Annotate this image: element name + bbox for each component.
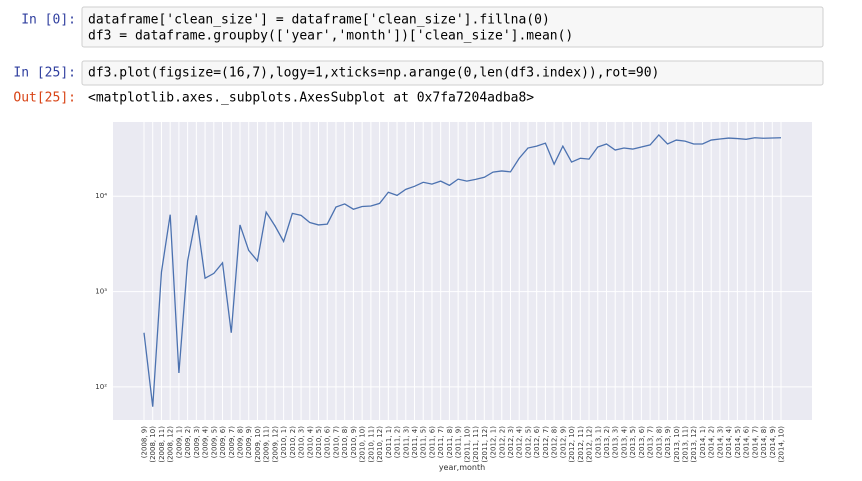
x-tick-label: (2012, 11)	[577, 426, 585, 463]
x-tick-label: (2010, 2)	[289, 426, 297, 458]
code-line: dataframe['clean_size'] = dataframe['cle…	[88, 13, 550, 28]
x-tick-label: (2012, 7)	[542, 426, 550, 458]
x-tick-label: (2013, 7)	[647, 426, 655, 458]
out-prompt: Out[25]:	[13, 91, 76, 106]
x-axis-label: year,month	[439, 463, 485, 472]
x-tick-label: (2013, 12)	[690, 426, 698, 463]
x-tick-label: (2012, 6)	[533, 426, 541, 458]
x-tick-label: (2014, 9)	[769, 426, 777, 458]
x-tick-label: (2010, 1)	[280, 426, 288, 458]
x-tick-label: (2010, 10)	[359, 426, 367, 463]
x-tick-label: (2014, 7)	[751, 426, 759, 458]
in-prompt: In [25]:	[13, 66, 76, 81]
code-line: df3.plot(figsize=(16,7),logy=1,xticks=np…	[88, 66, 659, 81]
x-tick-label: (2014, 4)	[725, 426, 733, 458]
y-tick-label: 10³	[95, 288, 107, 296]
x-tick-label: (2012, 12)	[586, 426, 594, 463]
x-tick-label: (2013, 3)	[612, 426, 620, 458]
x-tick-label: (2013, 10)	[673, 426, 681, 463]
y-tick-label: 10²	[95, 383, 107, 391]
x-tick-label: (2010, 5)	[315, 426, 323, 458]
code-line: df3 = dataframe.groupby(['year','month']…	[88, 29, 573, 44]
x-tick-label: (2010, 3)	[298, 426, 306, 458]
x-tick-label: (2008, 12)	[167, 426, 175, 463]
x-tick-label: (2009, 8)	[236, 426, 244, 458]
x-tick-label: (2011, 1)	[385, 426, 393, 458]
x-tick-label: (2014, 6)	[743, 426, 751, 458]
x-tick-label: (2011, 5)	[420, 426, 428, 458]
x-tick-label: (2012, 2)	[498, 426, 506, 458]
x-tick-label: (2012, 3)	[507, 426, 515, 458]
x-tick-label: (2014, 2)	[708, 426, 716, 458]
x-tick-label: (2011, 11)	[472, 426, 480, 463]
x-tick-label: (2011, 7)	[437, 426, 445, 458]
x-tick-label: (2010, 6)	[324, 426, 332, 458]
x-tick-label: (2014, 1)	[699, 426, 707, 458]
x-tick-label: (2008, 11)	[158, 426, 166, 463]
x-tick-label: (2011, 6)	[428, 426, 436, 458]
x-tick-label: (2009, 12)	[271, 426, 279, 463]
x-tick-label: (2009, 2)	[184, 426, 192, 458]
x-tick-label: (2012, 4)	[516, 426, 524, 458]
x-tick-label: (2013, 6)	[638, 426, 646, 458]
x-tick-label: (2011, 2)	[394, 426, 402, 458]
x-tick-label: (2014, 5)	[734, 426, 742, 458]
x-tick-label: (2008, 9)	[141, 426, 149, 458]
x-tick-label: (2013, 1)	[594, 426, 602, 458]
x-tick-label: (2009, 11)	[263, 426, 271, 463]
x-tick-label: (2009, 1)	[175, 426, 183, 458]
x-tick-label: (2012, 5)	[524, 426, 532, 458]
x-tick-label: (2011, 12)	[481, 426, 489, 463]
x-tick-label: (2010, 8)	[341, 426, 349, 458]
x-tick-label: (2011, 8)	[446, 426, 454, 458]
x-tick-label: (2013, 4)	[620, 426, 628, 458]
x-tick-label: (2009, 6)	[219, 426, 227, 458]
x-tick-label: (2013, 5)	[629, 426, 637, 458]
x-tick-label: (2011, 10)	[463, 426, 471, 463]
x-tick-label: (2008, 10)	[149, 426, 157, 463]
x-tick-label: (2009, 7)	[228, 426, 236, 458]
x-tick-label: (2012, 1)	[490, 426, 498, 458]
x-tick-label: (2012, 10)	[568, 426, 576, 463]
x-tick-label: (2009, 3)	[193, 426, 201, 458]
x-tick-label: (2014, 3)	[716, 426, 724, 458]
x-tick-label: (2013, 9)	[664, 426, 672, 458]
x-tick-label: (2013, 8)	[655, 426, 663, 458]
x-tick-label: (2011, 9)	[455, 426, 463, 458]
data-line	[143, 133, 782, 407]
code-cell[interactable]	[81, 60, 824, 86]
plot-area	[113, 122, 812, 420]
x-tick-label: (2013, 2)	[603, 426, 611, 458]
in-prompt: In [0]:	[21, 13, 76, 28]
x-tick-label: (2009, 9)	[245, 426, 253, 458]
x-tick-label: (2009, 5)	[210, 426, 218, 458]
output-text: <matplotlib.axes._subplots.AxesSubplot a…	[88, 91, 534, 106]
x-tick-label: (2009, 4)	[202, 426, 210, 458]
x-tick-label: (2014, 8)	[760, 426, 768, 458]
x-tick-label: (2010, 7)	[332, 426, 340, 458]
x-tick-label: (2012, 8)	[551, 426, 559, 458]
code-cell[interactable]	[81, 6, 824, 48]
y-tick-label: 10⁴	[95, 192, 107, 200]
x-tick-label: (2009, 10)	[254, 426, 262, 463]
x-tick-label: (2010, 11)	[367, 426, 375, 463]
x-tick-label: (2014, 10)	[778, 426, 786, 463]
x-tick-label: (2011, 3)	[402, 426, 410, 458]
x-tick-label: (2012, 9)	[559, 426, 567, 458]
x-tick-label: (2010, 4)	[306, 426, 314, 458]
x-tick-label: (2013, 11)	[682, 426, 690, 463]
x-tick-label: (2010, 12)	[376, 426, 384, 463]
x-tick-label: (2011, 4)	[411, 426, 419, 458]
x-tick-label: (2010, 9)	[350, 426, 358, 458]
